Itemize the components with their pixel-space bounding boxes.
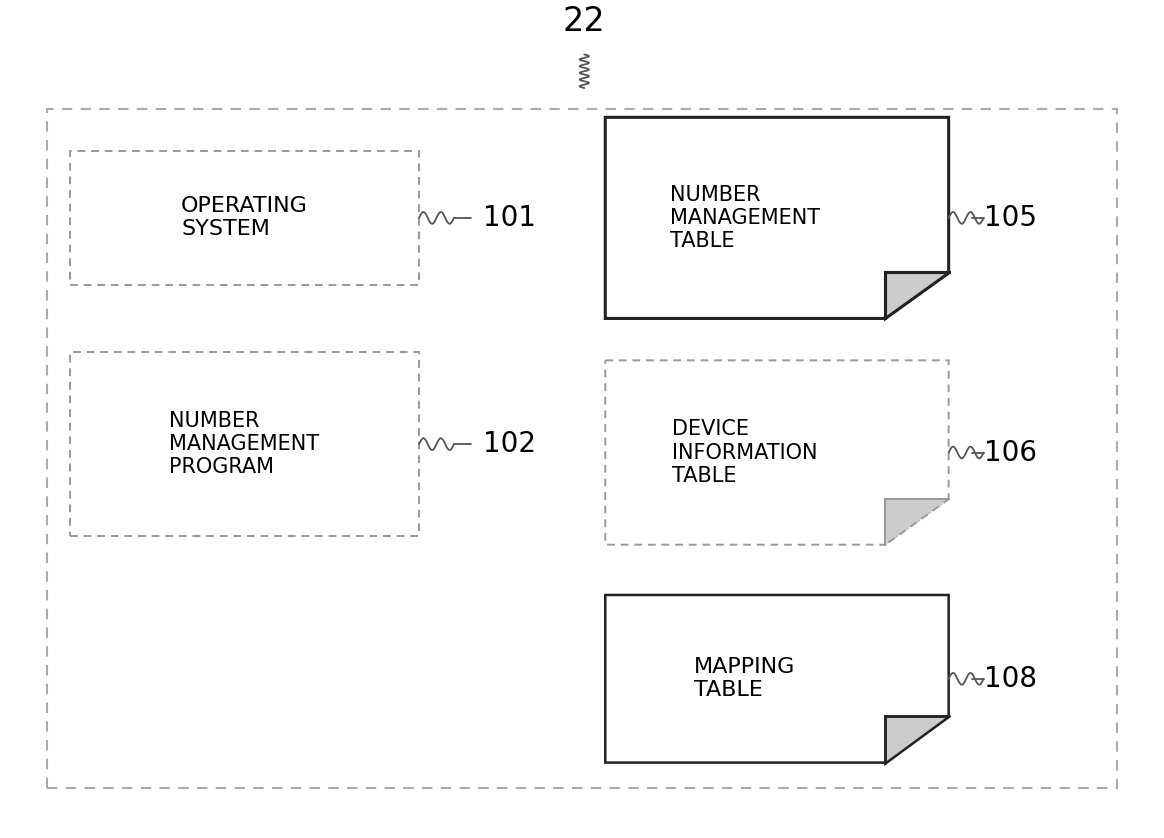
Bar xyxy=(47,109,1117,788)
Text: DEVICE
INFORMATION
TABLE: DEVICE INFORMATION TABLE xyxy=(673,419,817,486)
Text: OPERATING
SYSTEM: OPERATING SYSTEM xyxy=(182,196,307,240)
Polygon shape xyxy=(605,595,949,763)
Text: MAPPING
TABLE: MAPPING TABLE xyxy=(694,657,796,701)
Bar xyxy=(70,151,419,285)
Text: 22: 22 xyxy=(563,5,605,38)
Polygon shape xyxy=(605,117,949,318)
Bar xyxy=(70,352,419,536)
Text: NUMBER
MANAGEMENT
TABLE: NUMBER MANAGEMENT TABLE xyxy=(670,184,819,251)
Text: 106: 106 xyxy=(984,438,1037,467)
Text: 105: 105 xyxy=(984,204,1037,232)
Text: NUMBER
MANAGEMENT
PROGRAM: NUMBER MANAGEMENT PROGRAM xyxy=(170,411,319,478)
Polygon shape xyxy=(885,499,949,545)
Text: 101: 101 xyxy=(483,204,537,232)
Text: 108: 108 xyxy=(984,665,1037,693)
Text: 102: 102 xyxy=(483,430,537,458)
Polygon shape xyxy=(605,360,949,545)
Polygon shape xyxy=(885,272,949,318)
Polygon shape xyxy=(885,716,949,763)
